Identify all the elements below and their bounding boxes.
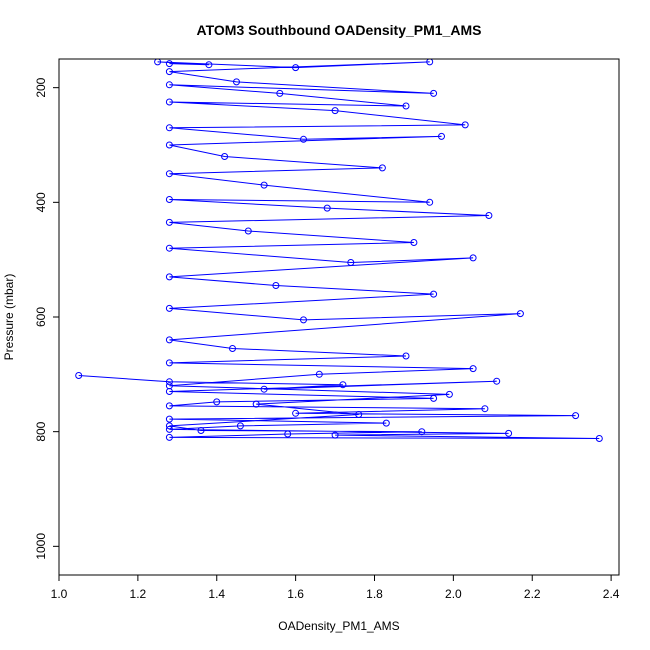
data-point (154, 59, 162, 66)
data-point (165, 218, 173, 226)
data-point (244, 227, 252, 235)
x-tick-label: 2.4 (603, 587, 620, 601)
x-tick-label: 1.8 (366, 587, 383, 601)
data-point (165, 304, 173, 312)
data-point (315, 370, 323, 378)
data-point (382, 419, 390, 427)
data-point (402, 102, 410, 110)
data-point (493, 377, 501, 385)
data-point (165, 141, 173, 149)
data-point (165, 273, 173, 281)
data-point (165, 98, 173, 106)
y-tick-label: 600 (34, 307, 48, 327)
y-tick-label: 800 (34, 421, 48, 441)
data-point (229, 345, 236, 352)
data-point (284, 430, 292, 438)
x-tick-label: 2.0 (445, 587, 462, 601)
series-line (78, 61, 600, 439)
data-point (445, 390, 453, 398)
data-point (165, 60, 173, 68)
data-point (469, 365, 477, 373)
x-tick-label: 1.2 (130, 587, 147, 601)
data-point (165, 68, 173, 76)
data-point (355, 411, 363, 418)
data-point (165, 415, 173, 423)
data-point (481, 405, 489, 413)
plot-frame (58, 58, 620, 576)
data-point (260, 181, 268, 189)
y-axis: 200 400 600 800 1000 (34, 77, 60, 560)
data-point (505, 429, 513, 437)
data-point (292, 409, 300, 417)
data-point (572, 412, 580, 420)
data-point (252, 400, 260, 408)
x-tick-label: 1.4 (208, 587, 225, 601)
data-point (165, 81, 173, 89)
data-point (165, 244, 173, 252)
data-point (402, 352, 410, 360)
chart-title: ATOM3 Southbound OADensity_PM1_AMS (197, 22, 482, 38)
data-point (300, 316, 307, 324)
data-point (300, 135, 307, 143)
x-tick-label: 1.0 (51, 587, 68, 601)
data-point (165, 124, 173, 132)
data-point (595, 435, 603, 442)
data-point (233, 78, 240, 86)
data-point (165, 382, 173, 390)
x-axis: 1.0 1.2 1.4 1.6 1.8 2.0 2.2 2.4 (51, 574, 620, 601)
y-tick-label: 400 (34, 192, 48, 212)
data-point (260, 385, 268, 393)
data-point (165, 433, 173, 441)
y-tick-label: 1000 (34, 533, 48, 560)
data-point (205, 61, 213, 69)
data-point (165, 422, 173, 430)
data-point (276, 89, 284, 97)
data-point (331, 107, 339, 115)
data-point (339, 381, 347, 389)
data-point (165, 425, 173, 433)
y-axis-label: Pressure (mbar) (2, 274, 16, 361)
data-point (516, 310, 524, 318)
data-point (485, 212, 493, 219)
data-point (197, 427, 205, 434)
data-point (272, 282, 280, 289)
data-point (331, 431, 339, 439)
data-point (461, 121, 469, 129)
data-point (165, 336, 173, 344)
data-point (292, 64, 300, 72)
data-point (430, 89, 438, 97)
data-point (165, 378, 173, 386)
data-point (221, 153, 229, 160)
data-point (430, 290, 438, 298)
data-point (75, 372, 83, 379)
data-point (213, 398, 221, 406)
data-point (469, 254, 477, 262)
y-tick-label: 200 (34, 77, 48, 97)
data-point (165, 196, 173, 203)
data-point (438, 132, 445, 140)
data-point (426, 59, 434, 66)
x-axis-label: OADensity_PM1_AMS (278, 619, 399, 633)
data-point (236, 422, 244, 430)
data-point (165, 359, 173, 367)
x-tick-label: 1.6 (287, 587, 304, 601)
data-point (165, 170, 173, 178)
data-point (426, 198, 434, 206)
data-point (165, 402, 173, 410)
plot-content (75, 59, 603, 442)
data-point (378, 164, 386, 172)
data-point (347, 259, 355, 266)
data-point (410, 239, 418, 246)
data-point (418, 428, 426, 436)
data-point (430, 394, 438, 402)
x-tick-label: 2.2 (524, 587, 541, 601)
data-point (323, 204, 331, 212)
